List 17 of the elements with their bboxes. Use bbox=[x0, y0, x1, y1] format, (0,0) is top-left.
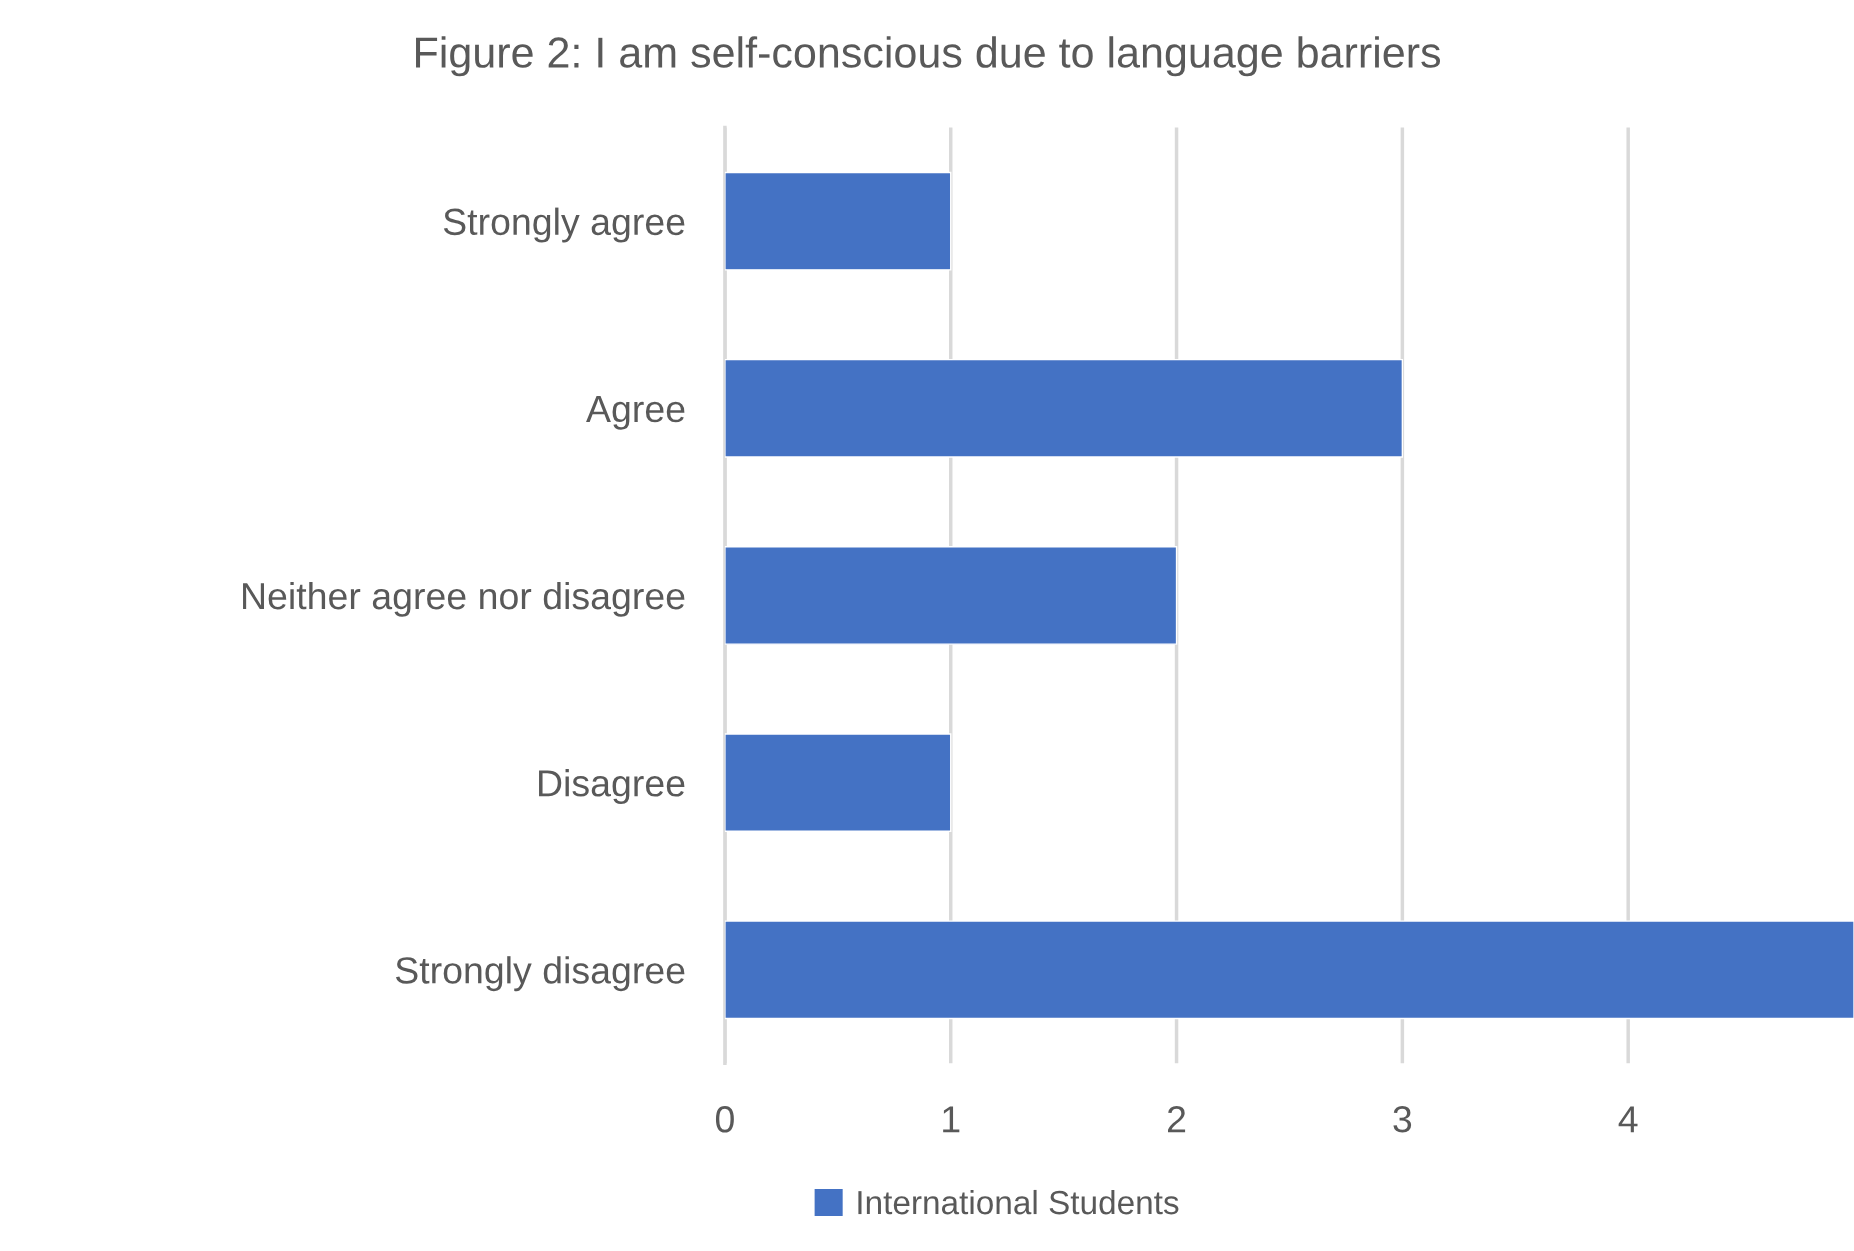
bar bbox=[724, 546, 1178, 645]
y-tick-label: Agree bbox=[586, 396, 685, 430]
chart-title: Figure 2: I am self-conscious due to language barriers bbox=[416, 36, 1441, 77]
bar bbox=[724, 171, 952, 271]
y-tick-label: Disagree bbox=[539, 769, 685, 804]
x-tick-label: 4 bbox=[1618, 1106, 1638, 1133]
y-tick-label: Strongly agree bbox=[443, 207, 685, 243]
bar bbox=[724, 733, 952, 832]
bar bbox=[724, 920, 1854, 1020]
x-tick-label: 1 bbox=[943, 1106, 960, 1133]
y-tick-label: Neither agree nor disagree bbox=[243, 581, 685, 617]
x-tick-label: 2 bbox=[1168, 1106, 1186, 1133]
x-tick-label: 0 bbox=[715, 1106, 734, 1133]
x-tick-label: 3 bbox=[1393, 1106, 1412, 1133]
bar bbox=[724, 358, 1404, 458]
legend-label: International Students bbox=[858, 1189, 1179, 1215]
y-tick-label: Strongly disagree bbox=[395, 956, 685, 992]
